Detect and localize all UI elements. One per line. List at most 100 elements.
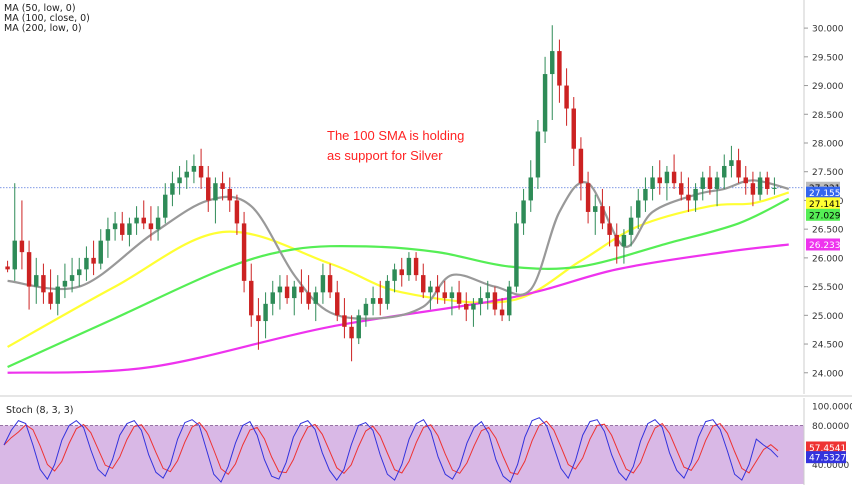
candle <box>378 280 383 316</box>
candle <box>163 183 168 224</box>
candle-body <box>521 200 526 224</box>
candle-body <box>406 257 412 276</box>
price-badge-bg <box>806 208 840 221</box>
candle <box>514 211 519 293</box>
candle-body <box>12 240 17 270</box>
legend-ma200: MA (200, low, 0) <box>4 23 82 34</box>
price-tick-label: 28.500 <box>812 111 844 121</box>
candle <box>492 286 498 316</box>
candle-body <box>184 171 189 178</box>
candle <box>750 171 756 207</box>
price-pane: 30.000 29.500 29.000 28.500 28.000 27.500 27.0… <box>0 0 844 394</box>
candle <box>41 263 46 304</box>
candle <box>542 56 548 143</box>
candle <box>671 154 677 189</box>
candle-body <box>127 223 132 235</box>
candle-body <box>48 292 53 304</box>
candle-body <box>550 51 555 75</box>
candle-body <box>227 188 232 201</box>
annotation-line-2: as support for Silver <box>327 148 443 163</box>
candle-body <box>191 165 197 172</box>
candle <box>84 246 89 281</box>
candle-body <box>722 165 727 178</box>
candle-body <box>349 326 354 339</box>
candle-body <box>84 257 89 270</box>
candle <box>342 298 347 339</box>
candle-body <box>263 303 268 322</box>
candle-body <box>428 286 433 293</box>
candle <box>55 275 60 316</box>
candle-body <box>686 194 691 201</box>
candle <box>607 206 612 247</box>
candle <box>657 160 662 195</box>
candle-body <box>270 292 275 304</box>
candle <box>12 183 17 281</box>
price-tick-label: 27.500 <box>812 168 844 178</box>
candle <box>48 269 53 310</box>
candle <box>550 25 555 121</box>
candle <box>327 263 333 299</box>
candle-body <box>442 292 447 299</box>
candle-body <box>535 131 541 178</box>
candle <box>98 229 103 270</box>
candle <box>155 206 161 241</box>
candle-body <box>77 269 82 276</box>
candle <box>335 280 340 322</box>
candle-body <box>155 217 161 230</box>
price-badge-label: 26.233 <box>809 241 841 251</box>
candle-body <box>213 183 218 201</box>
candle <box>428 280 433 310</box>
candle-body <box>234 200 240 224</box>
candle-body <box>600 206 605 224</box>
candle <box>213 177 218 224</box>
price-badge-label: 27.029 <box>809 211 841 221</box>
candle-body <box>421 275 426 293</box>
candle <box>413 252 419 281</box>
candle <box>198 148 204 189</box>
price-tick-label: 29.000 <box>812 82 844 92</box>
candle <box>743 165 748 195</box>
candle-body <box>578 148 584 184</box>
price-tick-label: 29.500 <box>812 53 844 63</box>
candle <box>234 194 240 235</box>
price-badge: 27.029 <box>806 208 841 221</box>
price-badge-label: 27.141 <box>809 200 841 210</box>
candle <box>435 275 440 304</box>
candle-body <box>485 292 490 299</box>
candle-body <box>26 252 32 287</box>
candle <box>399 257 404 287</box>
candle <box>693 183 698 212</box>
candle <box>600 188 605 230</box>
candle-body <box>607 223 612 235</box>
candle <box>77 257 82 287</box>
candle-body <box>320 275 326 293</box>
price-axis: 30.000 29.500 29.000 28.500 28.000 27.500 27.0… <box>803 0 844 394</box>
stoch-axis: 100.0000 80.0000 40.0000 <box>803 398 852 485</box>
candle <box>249 263 254 327</box>
price-tick-label: 26.000 <box>812 254 844 264</box>
candle <box>628 206 634 247</box>
price-badge: 26.233 <box>806 238 841 251</box>
candle-body <box>220 183 225 189</box>
candle-body <box>69 275 75 281</box>
candle <box>729 145 734 178</box>
candle-body <box>714 177 720 189</box>
candle-body <box>120 223 125 235</box>
candle-body <box>471 303 476 310</box>
stoch-d-line <box>3 420 779 475</box>
candle-body <box>249 280 254 316</box>
candle <box>650 165 655 201</box>
candle <box>421 263 426 299</box>
candle <box>148 206 154 241</box>
candle-body <box>449 292 455 299</box>
candle-body <box>700 177 705 189</box>
candle-body <box>277 286 283 293</box>
candle-body <box>363 303 369 316</box>
candle-body <box>657 177 662 184</box>
price-plot-area <box>0 0 804 394</box>
candle <box>127 217 132 247</box>
candle-body <box>134 217 139 224</box>
candle-body <box>206 177 211 201</box>
candle-body <box>292 286 297 299</box>
